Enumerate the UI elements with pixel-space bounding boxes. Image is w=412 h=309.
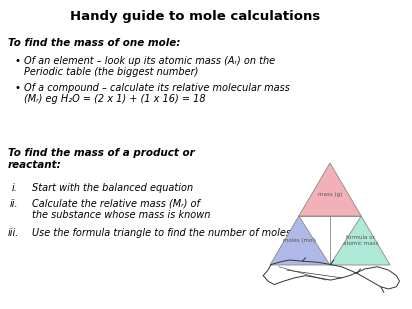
Text: Use the formula triangle to find the number of moles: Use the formula triangle to find the num…: [32, 228, 291, 238]
Text: moles (mol): moles (mol): [283, 238, 316, 243]
Text: Of a compound – calculate its relative molecular mass: Of a compound – calculate its relative m…: [24, 83, 290, 93]
Text: Of an element – look up its atomic mass (Aᵣ) on the: Of an element – look up its atomic mass …: [24, 56, 275, 66]
Text: mass (g): mass (g): [318, 192, 342, 197]
Text: •: •: [15, 56, 21, 66]
Text: reactant:: reactant:: [8, 160, 62, 170]
Text: Handy guide to mole calculations: Handy guide to mole calculations: [70, 10, 320, 23]
Text: the substance whose mass is known: the substance whose mass is known: [32, 210, 211, 220]
Polygon shape: [270, 216, 330, 265]
Text: ii.: ii.: [10, 199, 19, 209]
Text: Periodic table (the biggest number): Periodic table (the biggest number): [24, 67, 198, 77]
Polygon shape: [299, 163, 361, 216]
Text: •: •: [15, 83, 21, 93]
Polygon shape: [330, 216, 390, 265]
Text: To find the mass of one mole:: To find the mass of one mole:: [8, 38, 180, 48]
Text: (Mᵣ) eg H₂O = (2 x 1) + (1 x 16) = 18: (Mᵣ) eg H₂O = (2 x 1) + (1 x 16) = 18: [24, 94, 206, 104]
Text: formula or
atomic mass: formula or atomic mass: [343, 235, 378, 246]
Text: i.: i.: [12, 183, 18, 193]
Text: Start with the balanced equation: Start with the balanced equation: [32, 183, 193, 193]
Text: To find the mass of a product or: To find the mass of a product or: [8, 148, 195, 158]
Text: Calculate the relative mass (Mᵣ) of: Calculate the relative mass (Mᵣ) of: [32, 199, 200, 209]
Text: iii.: iii.: [8, 228, 19, 238]
